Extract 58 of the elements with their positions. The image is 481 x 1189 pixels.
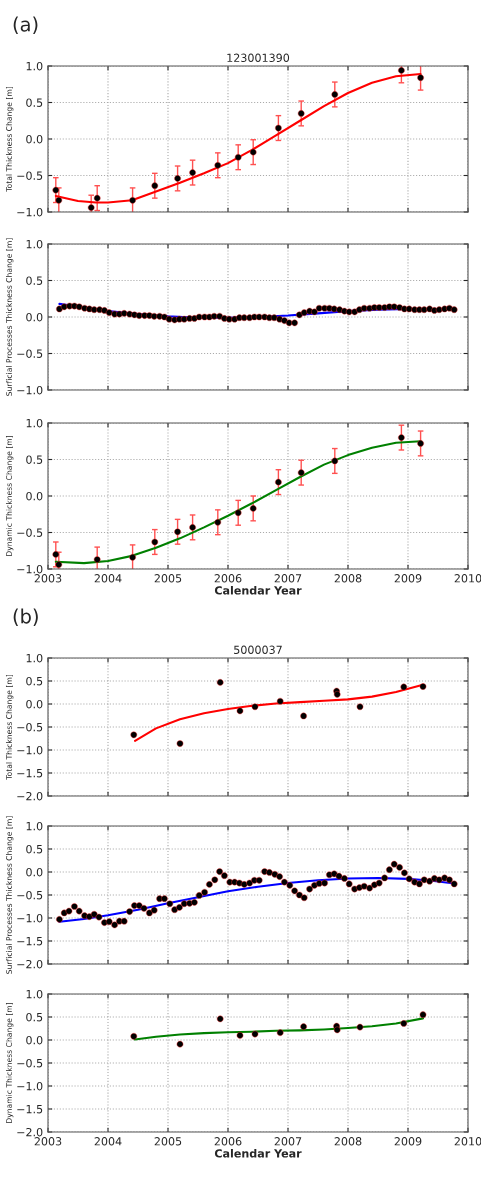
text: (b) — [13, 608, 38, 626]
y-tick-label: 0.5 — [26, 676, 43, 686]
y-tick-label: −1.0 — [17, 207, 43, 217]
y-tick-label: −0.5 — [17, 890, 43, 900]
y-tick-label: −1.0 — [17, 745, 43, 755]
y-tick-label: 0.5 — [26, 1012, 43, 1022]
y-tick-label: 0.0 — [26, 699, 43, 709]
y-tick-label: 1.0 — [26, 989, 43, 999]
y-tick-label: −2.0 — [17, 791, 43, 801]
y-tick-label: 0.0 — [26, 1035, 43, 1045]
text: (a) — [13, 16, 38, 34]
y-tick-label: −0.5 — [17, 171, 43, 180]
x-tick-label: 2005 — [154, 574, 182, 583]
y-tick-label: 1.0 — [26, 239, 43, 249]
y-tick-label: −0.5 — [17, 722, 43, 732]
y-tick-label: −0.5 — [17, 349, 43, 358]
x-tick-label: 2010 — [454, 1137, 481, 1146]
x-tick-label: 2003 — [34, 1137, 62, 1146]
x-axis-title: Calendar Year — [214, 1149, 302, 1158]
y-tick-label: −1.0 — [17, 913, 43, 923]
y-tick-label: −1.0 — [17, 1081, 43, 1091]
y-tick-label: 1.0 — [26, 653, 43, 663]
x-tick-label: 2007 — [274, 1137, 302, 1146]
x-tick-label: 2010 — [454, 574, 481, 583]
y-tick-label: −2.0 — [17, 959, 43, 969]
y-tick-label: 1.0 — [26, 821, 43, 831]
y-tick-label: 1.0 — [26, 418, 43, 428]
y-tick-label: −0.5 — [17, 528, 43, 537]
y-tick-label: 0.5 — [26, 98, 43, 107]
x-tick-label: 2003 — [34, 574, 62, 583]
x-tick-label: 2005 — [154, 1137, 182, 1146]
y-tick-label: −1.5 — [17, 937, 43, 946]
x-axis-title: Calendar Year — [214, 586, 302, 595]
y-tick-label: −2.0 — [17, 1127, 43, 1137]
y-tick-label: −1.0 — [17, 564, 43, 574]
x-tick-label: 2004 — [94, 1137, 122, 1146]
x-tick-label: 2004 — [94, 574, 122, 583]
chart-title: 5000037 — [234, 645, 282, 654]
y-tick-label: 0.0 — [26, 134, 43, 144]
x-tick-label: 2008 — [334, 574, 362, 583]
y-tick-label: 0.5 — [26, 455, 43, 464]
y-tick-label: −0.5 — [17, 1058, 43, 1068]
y-tick-label: 0.0 — [26, 312, 43, 322]
x-tick-label: 2009 — [394, 1137, 422, 1146]
y-tick-label: −1.5 — [17, 769, 43, 778]
y-tick-label: 0.5 — [26, 844, 43, 854]
y-tick-label: −1.5 — [17, 1105, 43, 1114]
x-tick-label: 2007 — [274, 574, 302, 583]
x-tick-label: 2006 — [214, 574, 242, 583]
y-tick-label: 0.0 — [26, 491, 43, 501]
x-tick-label: 2008 — [334, 1137, 362, 1146]
chart-title: 123001390 — [227, 53, 290, 62]
y-tick-label: 1.0 — [26, 61, 43, 71]
y-tick-label: 0.0 — [26, 867, 43, 877]
y-tick-label: 0.5 — [26, 276, 43, 285]
y-tick-label: −1.0 — [17, 385, 43, 395]
x-tick-label: 2006 — [214, 1137, 242, 1146]
x-tick-label: 2009 — [394, 574, 422, 583]
